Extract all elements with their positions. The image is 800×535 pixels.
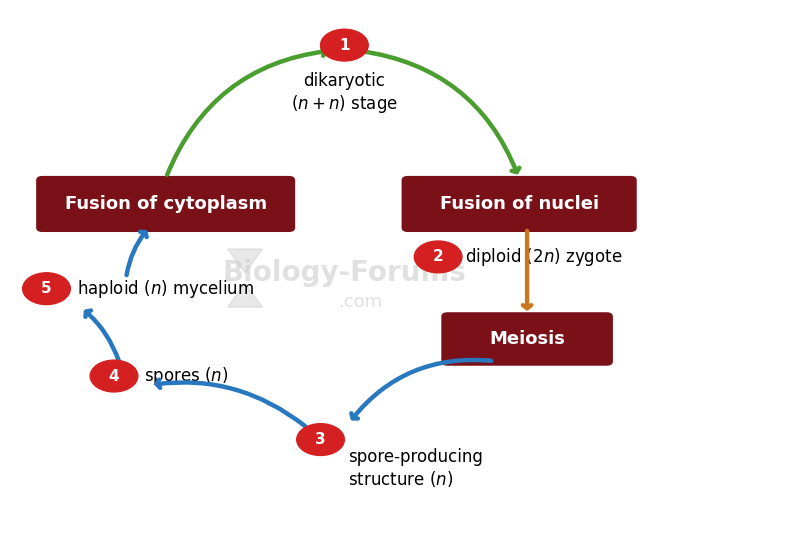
Text: .com: .com: [338, 293, 382, 311]
Circle shape: [321, 29, 368, 61]
Circle shape: [414, 241, 462, 273]
Text: 2: 2: [433, 249, 443, 264]
Text: 3: 3: [315, 432, 326, 447]
Text: 5: 5: [41, 281, 52, 296]
Polygon shape: [228, 284, 262, 307]
Polygon shape: [228, 249, 262, 273]
Text: diploid $(2n)$ zygote: diploid $(2n)$ zygote: [465, 246, 622, 268]
FancyBboxPatch shape: [402, 176, 637, 232]
Circle shape: [90, 360, 138, 392]
Circle shape: [297, 424, 344, 455]
Circle shape: [22, 273, 70, 304]
Text: Fusion of cytoplasm: Fusion of cytoplasm: [65, 195, 266, 213]
FancyBboxPatch shape: [36, 176, 295, 232]
Text: dikaryotic
$(n+n)$ stage: dikaryotic $(n+n)$ stage: [291, 72, 398, 115]
Text: Meiosis: Meiosis: [489, 330, 565, 348]
FancyBboxPatch shape: [442, 312, 613, 366]
Text: spore-producing
structure $(n)$: spore-producing structure $(n)$: [348, 447, 483, 488]
Text: 4: 4: [109, 369, 119, 384]
Text: spores $(n)$: spores $(n)$: [144, 365, 229, 387]
Text: haploid $(n)$ mycelium: haploid $(n)$ mycelium: [77, 278, 254, 300]
Text: 1: 1: [339, 37, 350, 52]
Text: Fusion of nuclei: Fusion of nuclei: [440, 195, 598, 213]
Text: Biology-Forums: Biology-Forums: [222, 259, 466, 287]
